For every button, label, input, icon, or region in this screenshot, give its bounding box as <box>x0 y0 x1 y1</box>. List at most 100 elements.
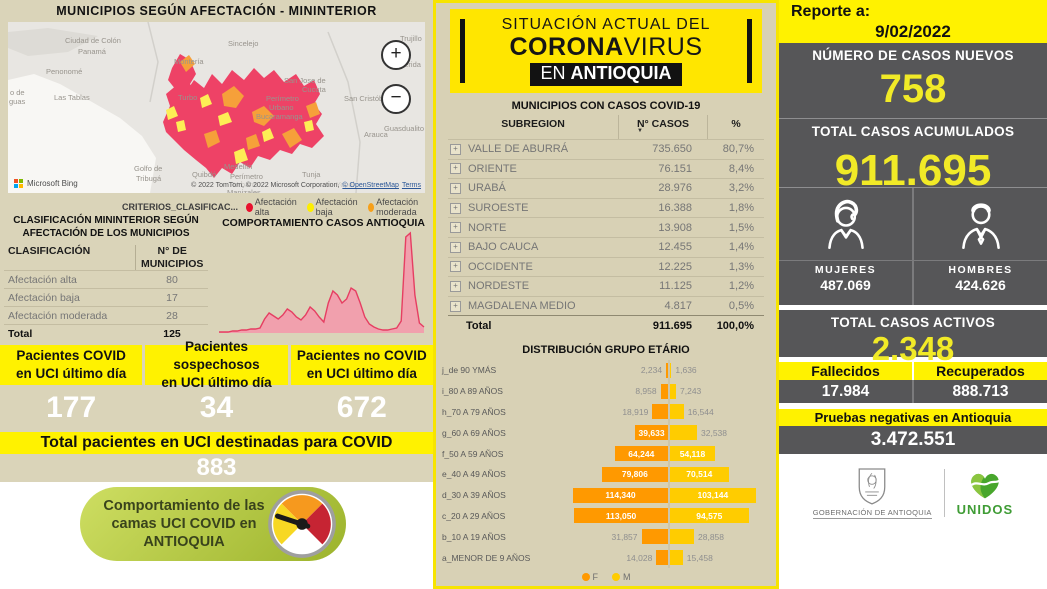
table-row[interactable]: + ORIENTE 76.151 8,4% <box>448 158 764 179</box>
pyramid-bar-female[interactable]: 39,633 <box>635 425 668 441</box>
report-date: 9/02/2022 <box>875 22 951 41</box>
terms-link[interactable]: Terms <box>401 182 421 189</box>
pyramid-bar-female[interactable]: 113,050 <box>574 508 668 524</box>
gobernacion-logo: GOBERNACIÓN DE ANTIOQUIA <box>812 466 932 519</box>
subregion-name-cell: + ORIENTE <box>448 163 618 175</box>
epi-chart-container[interactable]: COMPORTAMIENTO CASOS ANTIOQUIA <box>218 215 429 342</box>
subregion-name: ORIENTE <box>468 162 517 175</box>
expand-icon[interactable]: + <box>450 280 461 292</box>
expand-icon[interactable]: + <box>450 143 461 155</box>
recovered-value: 888.713 <box>952 383 1009 400</box>
pyramid-bar-male[interactable]: 94,575 <box>670 508 749 524</box>
pyramid-bar-male[interactable] <box>670 529 694 545</box>
pyramid-bar-male[interactable] <box>670 550 683 565</box>
pyramid-category-label: j_de 90 YMÁS <box>442 365 497 376</box>
pyramid-bar-female[interactable]: 64,244 <box>614 446 668 462</box>
uci-stat-label: Pacientes sospechosos en UCI último día <box>145 339 288 390</box>
subregion-name: NORDESTE <box>468 280 530 293</box>
subregion-table-rows: + VALLE DE ABURRÁ 735.650 80,7% + ORIENTE 76.1… <box>448 139 764 335</box>
gobernacion-label: GOBERNACIÓN DE ANTIOQUIA <box>812 508 932 519</box>
left-panel: MUNICIPIOS SEGÚN AFECTACIÓN - MININTERIO… <box>0 0 433 589</box>
table-row[interactable]: Afectación alta 80 <box>4 270 208 288</box>
table-row[interactable]: + NORTE 13.908 1,5% <box>448 217 764 237</box>
subregion-name: VALLE DE ABURRÁ <box>468 143 569 156</box>
map-place-label: Ciudad de Colón <box>65 36 121 45</box>
pyramid-bar-male[interactable] <box>670 425 697 441</box>
table-row[interactable]: + MAGDALENA MEDIO 4.817 0,5% <box>448 295 764 316</box>
map-place-label: Mérida <box>398 60 421 69</box>
expand-icon[interactable]: + <box>450 261 461 273</box>
expand-icon[interactable]: + <box>450 222 461 234</box>
map-place-label: Arauca <box>364 130 388 139</box>
expand-icon[interactable]: + <box>450 163 461 175</box>
table-row[interactable]: + VALLE DE ABURRÁ 735.650 80,7% <box>448 139 764 159</box>
pyramid-bar-male[interactable]: 54,118 <box>670 446 715 462</box>
pyramid-axis <box>668 547 670 568</box>
expand-icon[interactable]: + <box>450 241 461 253</box>
active-cases-label: TOTAL CASOS ACTIVOS <box>830 315 996 330</box>
subregion-cases: 911.695 <box>652 319 692 332</box>
classification-table[interactable]: CLASIFICACIÓN MININTERIOR SEGÚN AFECTACI… <box>4 215 208 342</box>
epi-area-chart[interactable] <box>218 229 425 337</box>
total-cases-value: 911.695 <box>834 146 992 195</box>
report-header: Reporte a: 9/02/2022 <box>779 0 1047 43</box>
map-place-label: Tribugá <box>136 174 162 183</box>
divider <box>943 468 945 517</box>
legend-item-label: Afectación alta <box>254 197 297 217</box>
pyramid-bar-male[interactable] <box>670 383 676 399</box>
expand-icon[interactable]: + <box>450 182 461 194</box>
subregion-name-cell: Total <box>448 320 618 332</box>
bar-value: 39,633 <box>638 427 665 438</box>
pyramid-bar-female[interactable] <box>660 383 668 399</box>
pyramid-bar-female[interactable] <box>652 404 668 420</box>
table-row-total[interactable]: Total 911.695 100,0% <box>448 315 764 335</box>
map-zoom-in-button[interactable]: + <box>381 40 411 70</box>
table-row[interactable]: + URABÁ 28.976 3,2% <box>448 178 764 198</box>
age-pyramid-chart[interactable]: j_de 90 YMÁS 2,234 1,636 i_80 A 89 AÑOS 8,95… <box>442 359 776 568</box>
subregion-percent: 0,5% <box>728 300 754 313</box>
map-place-label: Trujillo <box>400 34 422 43</box>
pyramid-bar-male[interactable]: 70,514 <box>670 466 729 482</box>
divider <box>779 118 1047 119</box>
map-zoom-out-button[interactable]: − <box>381 84 411 114</box>
map-legend-items: Afectación alta Afectación baja Afectación… <box>246 197 433 217</box>
pyramid-bar-female[interactable] <box>656 550 668 565</box>
table-row[interactable]: Afectación moderada 28 <box>4 306 208 324</box>
bar-value: 114,340 <box>605 490 636 501</box>
table-row[interactable]: + SUROESTE 16.388 1,8% <box>448 197 764 218</box>
women-label: MUJERES <box>814 264 877 276</box>
pyramid-bar-male[interactable] <box>670 362 672 378</box>
affectation-map[interactable]: Ciudad de Colón Panamá Penonomé o de guas Las… <box>8 22 425 193</box>
pyramid-bar-female[interactable]: 114,340 <box>573 487 668 503</box>
pyramid-bar-male[interactable] <box>670 404 684 420</box>
expand-icon[interactable]: + <box>450 300 461 312</box>
table-row[interactable]: + BAJO CAUCA 12.455 1,4% <box>448 236 764 257</box>
bar-value: 94,575 <box>696 510 723 521</box>
classification-rows: Afectación alta 80 Afectación baja 17 Afecta… <box>4 270 208 342</box>
deaths-recovered-values: 17.984 888.713 <box>779 380 1047 403</box>
subregion-name: MAGDALENA MEDIO <box>468 300 576 313</box>
map-legend: CRITERIOS_CLASIFICAC... Afectación alta A… <box>122 197 433 217</box>
table-row[interactable]: Afectación baja 17 <box>4 288 208 306</box>
pyramid-bar-male[interactable]: 103,144 <box>670 487 756 503</box>
table-row[interactable]: + NORDESTE 11.125 1,2% <box>448 276 764 296</box>
table-row-total[interactable]: Total 125 <box>4 324 208 342</box>
subregion-name: Total <box>466 319 492 332</box>
uci-stat-value: 672 <box>336 391 387 424</box>
expand-icon[interactable]: + <box>450 202 461 214</box>
gauge-icon <box>268 490 336 558</box>
table-row[interactable]: + OCCIDENTE 12.225 1,3% <box>448 256 764 277</box>
subregion-percent: 3,2% <box>728 182 754 195</box>
subregion-percent: 80,7% <box>722 143 754 156</box>
openstreetmap-link[interactable]: © OpenStreetMap <box>342 182 399 189</box>
pyramid-bar-female[interactable]: 79,806 <box>601 466 668 482</box>
pyramid-category-label: d_30 A 39 AÑOS <box>442 490 506 501</box>
pyramid-bar-female[interactable] <box>666 362 668 378</box>
pyramid-axis <box>668 443 670 464</box>
bar-value: 31,857 <box>611 531 638 542</box>
uci-beds-badge[interactable]: Comportamiento de las camas UCI COVID en… <box>80 487 346 561</box>
pyramid-category-label: b_10 A 19 AÑOS <box>442 531 506 542</box>
pyramid-bar-female[interactable] <box>641 529 668 545</box>
classification-name: Afectación baja <box>8 291 80 304</box>
subregion-table-header[interactable]: SUBREGION N° CASOS ▼ % <box>448 115 764 139</box>
